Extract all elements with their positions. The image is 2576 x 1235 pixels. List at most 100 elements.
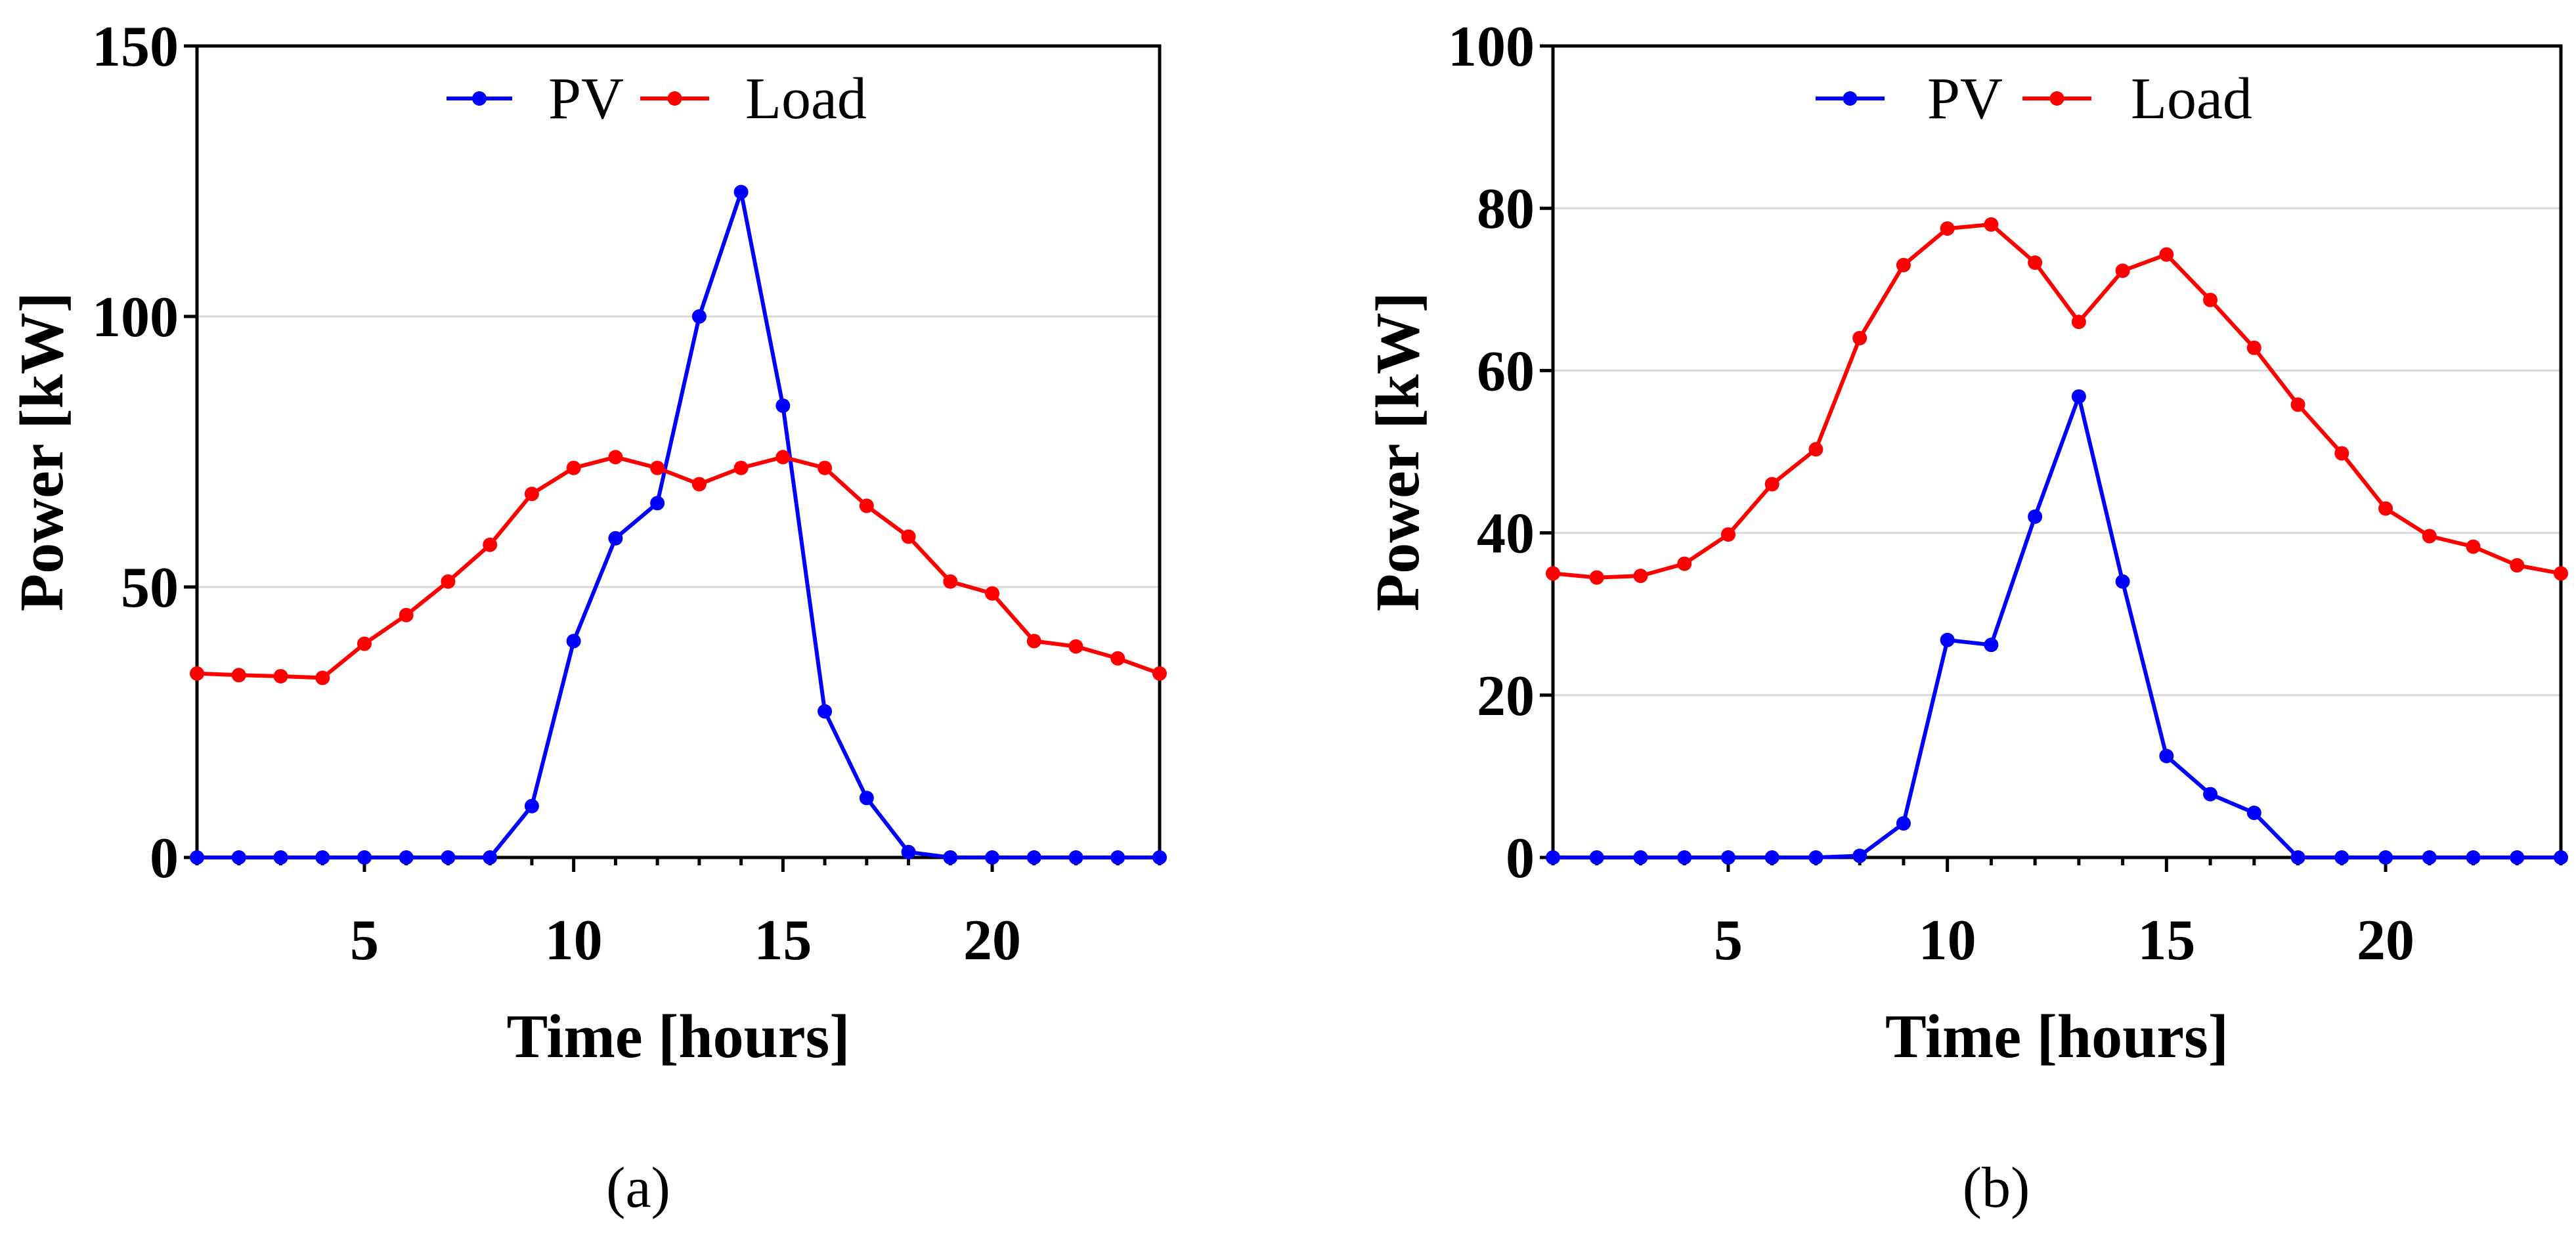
series-pv-point [1546, 850, 1560, 865]
series-load-point [441, 574, 456, 589]
series-load-point [943, 574, 958, 589]
series-load-point [691, 477, 707, 492]
series-pv-point [1764, 850, 1779, 865]
series-load-point [2422, 529, 2437, 544]
series-load-point [1940, 221, 1955, 236]
chart-panel-b: 0 20 40 60 80 100 5 10 15 20 Time [hours] Power [kW… [1364, 15, 2568, 1220]
series-load-point [1764, 477, 1779, 492]
series-load-line [1552, 222, 2562, 580]
series-pv-point [1984, 638, 1999, 653]
series-pv-point [775, 398, 791, 413]
series-pv-point [2028, 509, 2043, 524]
series-pv-point [2334, 850, 2349, 865]
y-axis-title: Power [kW] [8, 292, 76, 611]
x-tick-label: 15 [754, 909, 812, 972]
series-pv-line [197, 190, 1160, 859]
x-axis-title: Time [hours] [506, 1003, 850, 1071]
series-load-point [2071, 314, 2086, 330]
legend-pv-marker [1843, 91, 1858, 106]
series-pv-point [2554, 850, 2568, 865]
series-pv-point [1589, 850, 1604, 865]
series-pv-point [1940, 632, 1955, 647]
series-pv-point [2466, 850, 2481, 865]
series-pv-point [483, 850, 498, 865]
series-load-point [1589, 570, 1604, 585]
series-pv-point [441, 850, 456, 865]
series-load-point [650, 460, 665, 475]
series-pv-point [566, 634, 581, 649]
legend-load-marker [2049, 91, 2064, 106]
x-tick-label: 10 [1919, 909, 1976, 972]
series-pv-point [1808, 850, 1823, 865]
legend-load-marker [667, 91, 682, 106]
series-load-point [1677, 556, 1692, 571]
y-tick-label: 0 [1506, 827, 1535, 890]
series-pv-point [2115, 574, 2130, 589]
series-load-point [2466, 539, 2481, 554]
series-pv-point [2203, 787, 2218, 802]
series-load-point [190, 666, 204, 681]
legend-pv-label: PV [548, 66, 624, 131]
series-load-point [315, 670, 330, 685]
series-load-point [1110, 651, 1125, 666]
series-pv-point [901, 844, 916, 859]
series-load-point [483, 537, 498, 552]
plot-frame [1551, 44, 2563, 859]
x-tick-label: 10 [545, 909, 603, 972]
series-pv-point [524, 798, 539, 813]
series-load-point [2203, 292, 2218, 307]
series-pv-point [650, 496, 665, 511]
series-pv-point [1852, 848, 1867, 863]
series-load-point [357, 636, 372, 651]
legend-load-label: Load [745, 66, 867, 131]
series-pv-point [1152, 850, 1167, 865]
series-pv-point [2246, 806, 2261, 821]
series-load-point [1720, 527, 1736, 542]
series-pv-point [985, 850, 1000, 865]
y-tick-label: 0 [150, 827, 179, 890]
series-load-point [1852, 330, 1867, 345]
legend-load-label: Load [2131, 66, 2252, 131]
series-load-point [1546, 566, 1560, 581]
series-load-point [2290, 397, 2305, 412]
series-pv-point [2071, 389, 2086, 404]
series-pv-point [943, 850, 958, 865]
series-pv-point [2290, 850, 2305, 865]
series-load-point [608, 450, 623, 465]
series-pv-point [399, 850, 414, 865]
y-tick-label: 50 [121, 556, 179, 620]
series-load-point [2246, 340, 2261, 355]
series-pv-point [190, 850, 204, 865]
series-pv-point [357, 850, 372, 865]
series-load-point [859, 498, 874, 513]
series-pv-point [1633, 850, 1648, 865]
y-axis-title: Power [kW] [1364, 292, 1432, 611]
series-load-point [1026, 634, 1041, 649]
y-tick-label: 20 [1477, 664, 1535, 728]
y-tick-label: 100 [1448, 15, 1535, 79]
series-pv-point [2159, 748, 2174, 764]
series-load-point [733, 460, 749, 475]
series-pv-point [691, 309, 707, 324]
series-load-point [2378, 501, 2393, 516]
chart-panel-a: 0 50 100 150 5 10 15 20 Time [hours] Power [kW] PV… [8, 15, 1167, 1220]
series-load-point [2115, 263, 2130, 278]
series-pv-point [859, 791, 874, 806]
series-pv-point [1068, 850, 1083, 865]
x-tick-label: 20 [963, 909, 1021, 972]
x-tick-label: 5 [350, 909, 379, 972]
x-tick-label: 5 [1714, 909, 1743, 972]
series-load-point [231, 668, 246, 683]
series-load-point [2554, 566, 2568, 581]
series-load-line [196, 455, 1161, 680]
series-pv-point [1677, 850, 1692, 865]
series-load-point [2159, 247, 2174, 262]
series-pv-point [2510, 850, 2525, 865]
series-load-point [901, 529, 916, 544]
series-load-point [2510, 558, 2525, 573]
y-tick-label: 40 [1477, 502, 1535, 566]
series-load-point [818, 460, 833, 475]
x-tick-label: 20 [2357, 909, 2414, 972]
series-load-point [775, 450, 791, 465]
